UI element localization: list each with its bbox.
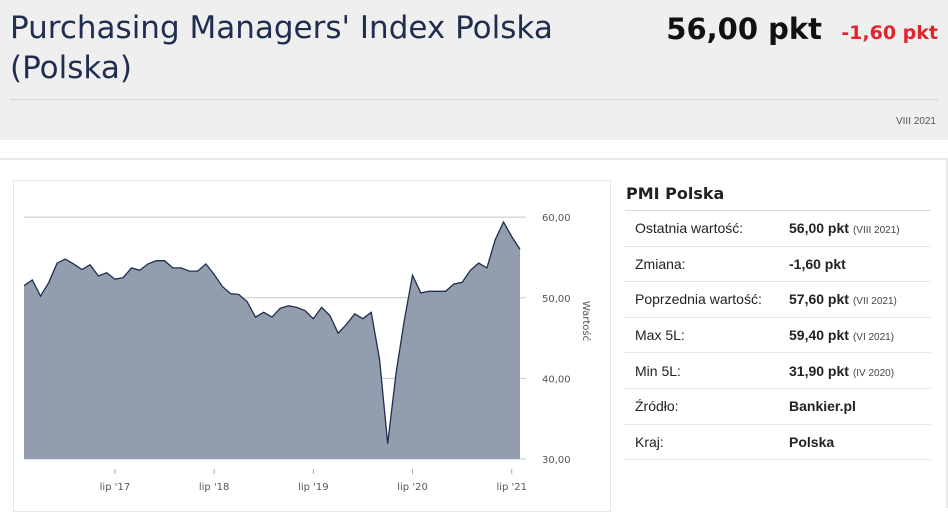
stats-period: (VI 2021) [852,332,895,344]
stats-value: 56,00 pkt (VIII 2021) [789,220,900,236]
stats-value-text: Polska [789,433,835,450]
stats-row: Poprzednia wartość: 57,60 pkt (VII 2021) [625,282,931,318]
date-label: VIII 2021 [895,116,936,127]
stats-value-text: 59,40 pkt [789,327,849,344]
x-tick-label: lip '17 [100,482,131,493]
x-tick-label: lip '21 [496,482,527,493]
stats-label: Kraj: [635,433,664,450]
stats-period: (VII 2021) [852,296,897,308]
y-tick-label: 40,00 [542,374,571,385]
panel-title: PMI Polska [626,184,725,203]
x-tick-label: lip '19 [298,482,329,493]
change-value: -1,60 pkt [841,22,938,44]
stats-value-text: 56,00 pkt [789,220,849,237]
stats-value: Polska [789,434,834,450]
y-tick-label: 50,00 [542,294,571,305]
stats-value: Bankier.pl [789,398,856,414]
stats-value: 31,90 pkt (IV 2020) [789,363,894,379]
stats-row: Ostatnia wartość: 56,00 pkt (VIII 2021) [625,211,931,247]
y-tick-label: 60,00 [542,213,571,224]
header-divider [10,99,938,100]
stats-value-text: 57,60 pkt [789,291,849,308]
y-tick-label: 30,00 [542,455,571,466]
stats-value: 59,40 pkt (VI 2021) [789,327,894,343]
chart-svg: 30,00 40,00 50,00 60,00 lip '17 lip '18 lip '1… [23,213,592,493]
stats-value: 57,60 pkt (VII 2021) [789,291,897,307]
stats-row: Min 5L: 31,90 pkt (IV 2020) [625,353,931,389]
stats-period: (IV 2020) [852,367,895,379]
stats-value-text: 31,90 pkt [789,362,849,379]
page-title: Purchasing Managers' Index Polska (Polsk… [10,10,553,86]
x-tick-label: lip '20 [397,482,428,493]
stats-period: (VIII 2021) [852,225,900,237]
series-area [24,222,520,459]
x-tick-label: lip '18 [199,482,230,493]
stats-row: Źródło: Bankier.pl [625,389,931,425]
header: Purchasing Managers' Index Polska (Polsk… [0,0,948,140]
stats-label: Ostatnia wartość: [635,220,744,237]
chart: 30,00 40,00 50,00 60,00 lip '17 lip '18 lip '1… [13,180,611,512]
y-axis-label: Wartość [580,301,592,341]
stats-value: -1,60 pkt [789,256,846,272]
current-value: 56,00 pkt [666,12,822,46]
stats-label: Zmiana: [635,255,686,272]
stats-label: Źródło: [635,398,679,415]
stats-label: Max 5L: [635,327,685,344]
stats-label: Min 5L: [635,362,681,379]
stats-row: Kraj: Polska [625,425,931,461]
stats-label: Poprzednia wartość: [635,291,762,308]
stats-value-text: -1,60 pkt [789,255,846,272]
series-line [23,220,521,444]
stats-row: Max 5L: 59,40 pkt (VI 2021) [625,318,931,354]
stats-value-text: Bankier.pl [789,398,856,415]
stats-row: Zmiana: -1,60 pkt [625,247,931,283]
stats-table: Ostatnia wartość: 56,00 pkt (VIII 2021) Zmi… [625,210,931,461]
